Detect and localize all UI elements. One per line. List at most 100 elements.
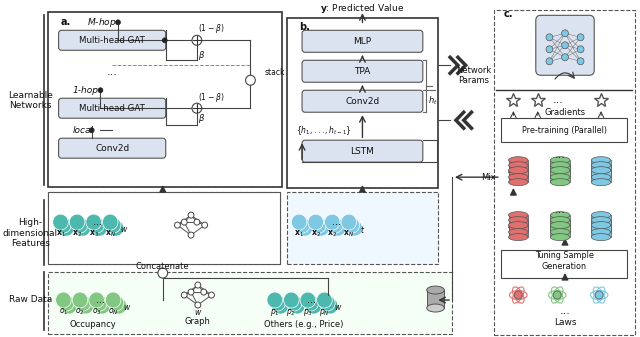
- Bar: [550, 220, 570, 232]
- Text: ...: ...: [93, 217, 102, 227]
- Circle shape: [61, 298, 77, 314]
- Ellipse shape: [591, 179, 611, 186]
- Text: Concatenate: Concatenate: [136, 262, 189, 271]
- Text: c.: c.: [504, 9, 513, 19]
- Text: $w$: $w$: [334, 303, 342, 311]
- Circle shape: [267, 292, 283, 308]
- Bar: [591, 220, 611, 232]
- Circle shape: [163, 38, 167, 43]
- Ellipse shape: [591, 162, 611, 169]
- Text: $w$: $w$: [194, 308, 202, 316]
- Ellipse shape: [591, 228, 611, 236]
- Text: Laws: Laws: [554, 317, 576, 327]
- Circle shape: [291, 214, 307, 230]
- Text: ...: ...: [307, 295, 316, 305]
- Ellipse shape: [550, 157, 570, 164]
- Ellipse shape: [509, 167, 528, 174]
- Bar: [550, 160, 570, 172]
- Circle shape: [158, 268, 168, 278]
- FancyBboxPatch shape: [59, 98, 166, 118]
- Bar: [550, 225, 570, 237]
- Text: Mix: Mix: [481, 173, 496, 182]
- Ellipse shape: [509, 222, 528, 228]
- Bar: [591, 215, 611, 227]
- Circle shape: [284, 292, 299, 308]
- Text: $p_N$: $p_N$: [319, 307, 330, 317]
- Text: $p_3$: $p_3$: [303, 307, 313, 317]
- Ellipse shape: [591, 167, 611, 174]
- Circle shape: [323, 298, 338, 314]
- Ellipse shape: [509, 228, 528, 236]
- Circle shape: [347, 220, 362, 236]
- Circle shape: [273, 298, 289, 314]
- Circle shape: [188, 212, 194, 218]
- Circle shape: [300, 292, 316, 308]
- Text: Graph: Graph: [185, 316, 211, 326]
- Ellipse shape: [550, 212, 570, 219]
- Text: $\beta$: $\beta$: [198, 112, 205, 125]
- Ellipse shape: [550, 162, 570, 169]
- Text: $o_N$: $o_N$: [108, 307, 118, 317]
- Circle shape: [246, 75, 255, 85]
- FancyBboxPatch shape: [59, 138, 166, 158]
- FancyBboxPatch shape: [302, 30, 423, 52]
- Circle shape: [89, 292, 104, 308]
- Circle shape: [562, 30, 568, 37]
- Circle shape: [308, 214, 323, 230]
- Circle shape: [52, 214, 68, 230]
- Ellipse shape: [591, 217, 611, 224]
- Circle shape: [577, 46, 584, 53]
- Ellipse shape: [550, 174, 570, 181]
- Circle shape: [195, 282, 201, 288]
- Circle shape: [209, 292, 214, 298]
- Ellipse shape: [550, 179, 570, 186]
- Ellipse shape: [509, 234, 528, 241]
- Bar: [48, 272, 452, 334]
- Text: $\mathbf{x}_2$: $\mathbf{x}_2$: [72, 229, 82, 239]
- Text: Learnable
Networks: Learnable Networks: [8, 91, 52, 110]
- FancyBboxPatch shape: [59, 30, 166, 50]
- Circle shape: [102, 214, 118, 230]
- Circle shape: [89, 128, 94, 133]
- Text: $o_2$: $o_2$: [76, 307, 84, 317]
- Bar: [509, 220, 528, 232]
- Text: ...: ...: [555, 205, 566, 215]
- Bar: [48, 192, 280, 264]
- Bar: [48, 12, 282, 187]
- Circle shape: [72, 292, 88, 308]
- Circle shape: [546, 46, 553, 53]
- Text: $w$: $w$: [123, 303, 131, 311]
- Circle shape: [59, 220, 74, 236]
- Circle shape: [562, 42, 568, 49]
- Text: a.: a.: [61, 17, 71, 27]
- Circle shape: [98, 88, 103, 93]
- Text: $\mathbf{x}_N$: $\mathbf{x}_N$: [105, 229, 116, 239]
- Bar: [591, 165, 611, 177]
- Bar: [287, 18, 438, 188]
- Text: ...: ...: [332, 217, 340, 227]
- Circle shape: [195, 302, 201, 308]
- Ellipse shape: [550, 217, 570, 224]
- Text: $o_3$: $o_3$: [92, 307, 101, 317]
- Ellipse shape: [591, 222, 611, 228]
- Text: TPA: TPA: [355, 67, 371, 76]
- Text: ...: ...: [553, 95, 564, 105]
- Circle shape: [294, 217, 310, 233]
- Bar: [509, 225, 528, 237]
- Text: Network
Params: Network Params: [456, 66, 491, 85]
- Bar: [509, 170, 528, 182]
- Circle shape: [181, 292, 187, 298]
- Bar: [591, 170, 611, 182]
- Circle shape: [92, 220, 108, 236]
- Text: Conv2d: Conv2d: [346, 97, 380, 106]
- Ellipse shape: [509, 224, 528, 231]
- Circle shape: [78, 298, 93, 314]
- Bar: [509, 160, 528, 172]
- Ellipse shape: [591, 224, 611, 231]
- Bar: [550, 170, 570, 182]
- Circle shape: [546, 58, 553, 65]
- Ellipse shape: [509, 162, 528, 169]
- Circle shape: [75, 295, 91, 311]
- Circle shape: [270, 295, 285, 311]
- Text: b.: b.: [299, 22, 310, 32]
